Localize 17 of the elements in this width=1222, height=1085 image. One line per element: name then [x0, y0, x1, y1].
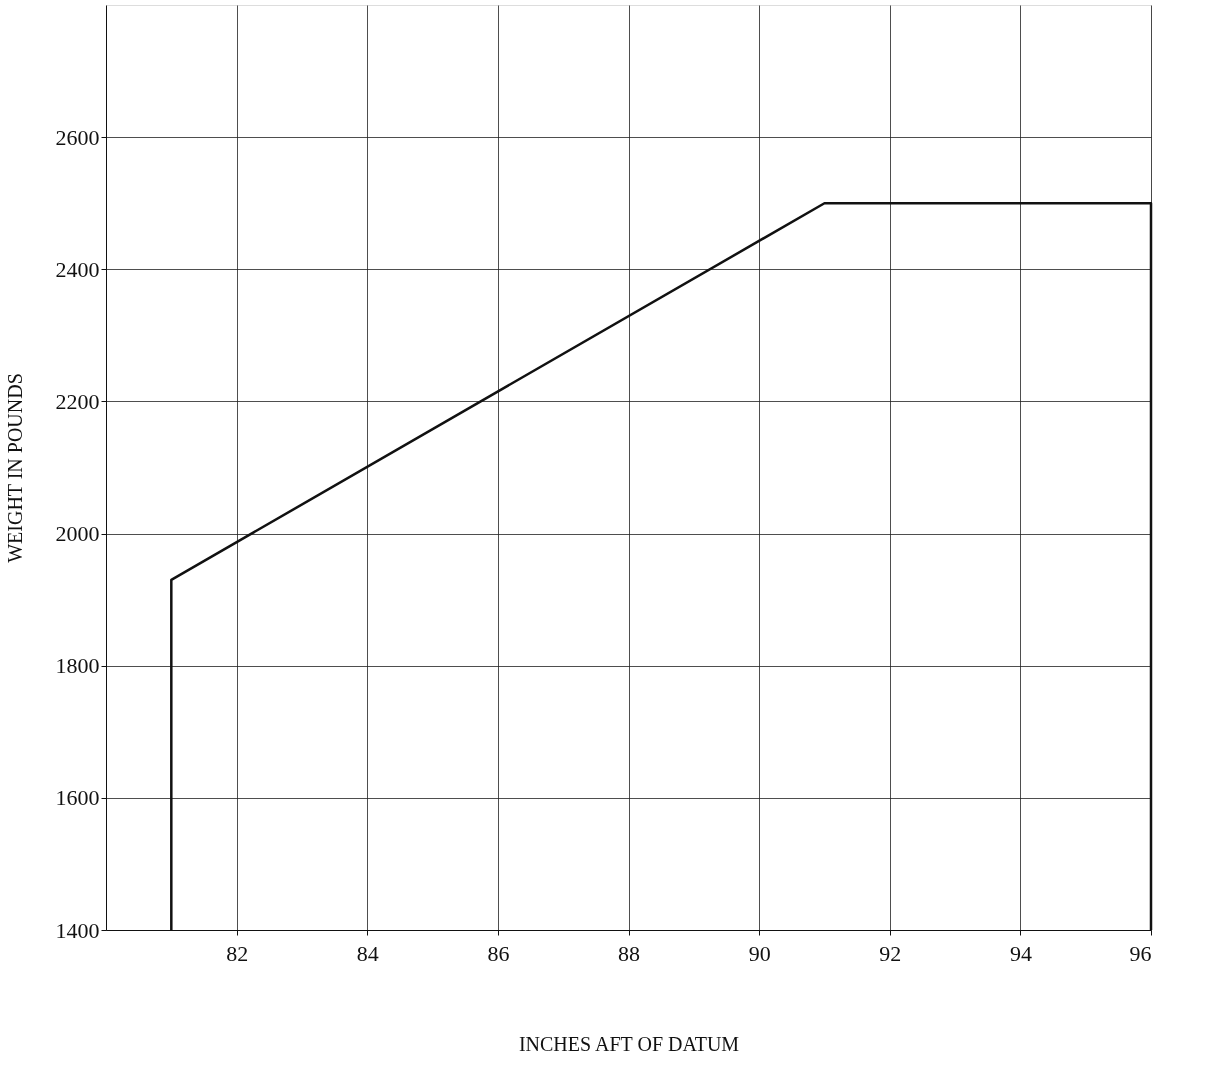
x-tick-label: 82 — [226, 940, 249, 966]
x-tick-label: 90 — [748, 940, 771, 966]
x-tick-label: 96 — [1129, 940, 1152, 966]
x-tick-label: 84 — [356, 940, 379, 966]
x-tick-label: 94 — [1009, 940, 1032, 966]
y-tick-label: 1400 — [55, 917, 100, 943]
y-tick-label: 1800 — [55, 653, 100, 679]
y-tick-label: 2200 — [55, 388, 100, 414]
y-tick-label: 2000 — [55, 521, 100, 547]
y-tick-label: 1600 — [55, 785, 100, 811]
x-axis-title: INCHES AFT OF DATUM — [518, 1032, 740, 1055]
y-tick-label: 2600 — [55, 124, 100, 150]
x-tick-label: 86 — [487, 940, 510, 966]
x-tick-label: 88 — [618, 940, 640, 966]
y-tick-label: 2400 — [55, 256, 100, 282]
y-axis-title: WEIGHT IN POUNDS — [3, 373, 26, 563]
x-tick-label: 92 — [879, 940, 902, 966]
